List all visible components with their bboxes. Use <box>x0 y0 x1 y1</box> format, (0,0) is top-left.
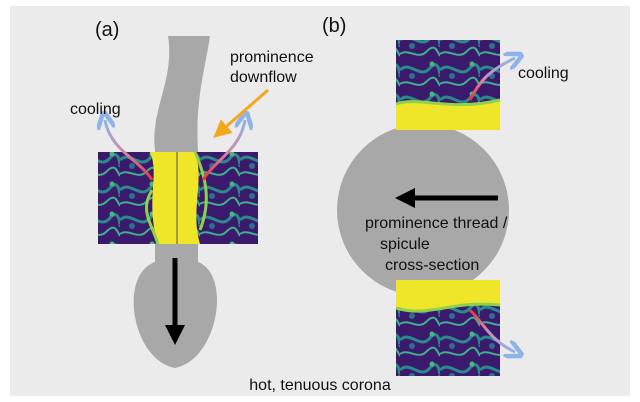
cooling-arrow <box>468 58 515 101</box>
cooling-arrow <box>105 120 154 181</box>
dense-core <box>396 100 500 130</box>
downflow-arrow <box>213 88 269 138</box>
caption: cross-section <box>385 257 479 274</box>
caption: spicule <box>380 236 430 253</box>
cooling-label: cooling <box>518 65 569 82</box>
cooling-label: cooling <box>70 101 121 118</box>
cooling-arrow <box>201 120 245 181</box>
annotation: prominence <box>230 49 314 66</box>
caption: prominence thread / <box>365 215 508 232</box>
cross-section <box>337 124 509 296</box>
footer: hot, tenuous corona <box>249 377 391 394</box>
dense-core <box>150 152 200 244</box>
annotation: downflow <box>230 69 297 86</box>
mixing-layer <box>145 151 208 245</box>
panel-label: (a) <box>95 19 119 41</box>
mixing-layer <box>395 98 501 107</box>
panel-label: (b) <box>322 15 346 37</box>
cooling-arrow <box>468 308 515 352</box>
mixing-layer <box>395 302 501 313</box>
